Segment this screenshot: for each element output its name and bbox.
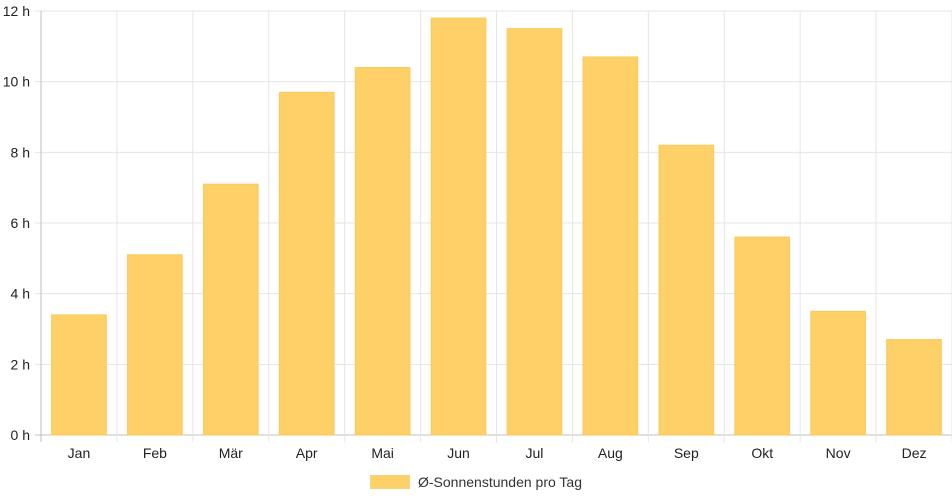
x-tick-label: Jun	[447, 445, 470, 461]
x-tick-label: Apr	[296, 445, 318, 461]
x-tick-label: Feb	[143, 445, 167, 461]
bar-jun[interactable]	[430, 17, 487, 436]
legend-swatch	[370, 475, 410, 489]
y-tick-label: 4 h	[11, 286, 30, 302]
bar-layer	[51, 17, 942, 436]
bar-dez[interactable]	[886, 339, 942, 436]
bar-nov[interactable]	[810, 310, 866, 436]
bar-mär[interactable]	[202, 183, 259, 436]
x-tick-label: Dez	[902, 445, 927, 461]
x-tick-label: Mär	[219, 445, 243, 461]
bar-okt[interactable]	[734, 236, 791, 436]
y-tick-label: 8 h	[11, 144, 30, 160]
bar-aug[interactable]	[582, 56, 639, 436]
grid-layer	[35, 10, 952, 442]
x-tick-label: Mai	[371, 445, 394, 461]
bar-jan[interactable]	[51, 314, 107, 436]
bar-sep[interactable]	[658, 144, 715, 436]
y-tick-label: 6 h	[11, 215, 30, 231]
y-tick-label: 0 h	[11, 427, 30, 443]
label-layer: 0 h 2 h 4 h 6 h 8 h 10 h 12 h Jan Feb Mär Apr Mai Ju…	[3, 3, 927, 461]
bar-chart: 0 h 2 h 4 h 6 h 8 h 10 h 12 h Jan Feb Mär Apr Mai Ju…	[3, 3, 952, 461]
bar-feb[interactable]	[127, 254, 183, 436]
bar-jul[interactable]	[506, 28, 563, 436]
x-tick-label: Aug	[598, 445, 623, 461]
bar-mai[interactable]	[354, 67, 411, 436]
y-tick-label: 12 h	[3, 3, 30, 19]
x-tick-label: Okt	[751, 445, 773, 461]
bar-apr[interactable]	[278, 91, 335, 436]
legend[interactable]: Ø-Sonnenstunden pro Tag	[0, 470, 952, 494]
x-tick-label: Sep	[674, 445, 699, 461]
y-tick-label: 10 h	[3, 74, 30, 90]
legend-label: Ø-Sonnenstunden pro Tag	[418, 474, 582, 490]
y-tick-label: 2 h	[11, 356, 30, 372]
x-tick-label: Jul	[526, 445, 544, 461]
x-tick-label: Jan	[68, 445, 91, 461]
x-tick-label: Nov	[826, 445, 851, 461]
